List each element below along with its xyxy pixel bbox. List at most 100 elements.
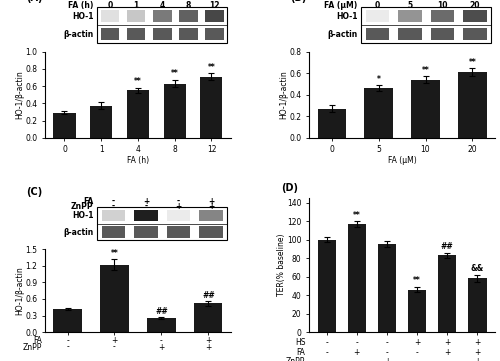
Bar — [102, 210, 125, 221]
Text: ZnPP: ZnPP — [22, 343, 42, 352]
Text: +: + — [205, 343, 212, 352]
Text: +: + — [208, 202, 214, 211]
Text: 8: 8 — [186, 1, 191, 10]
Text: **: ** — [134, 77, 142, 86]
Bar — [148, 318, 176, 332]
Text: +: + — [384, 357, 390, 361]
Bar — [199, 226, 222, 238]
Text: **: ** — [468, 58, 476, 67]
Bar — [398, 28, 421, 40]
Bar — [102, 226, 125, 238]
Text: 1: 1 — [134, 1, 138, 10]
Text: -: - — [356, 357, 358, 361]
Y-axis label: HO-1/β-actin: HO-1/β-actin — [15, 70, 24, 119]
Bar — [126, 28, 146, 40]
Y-axis label: HO-1/β-actin: HO-1/β-actin — [15, 266, 24, 315]
Text: -: - — [386, 338, 388, 347]
Bar — [378, 244, 396, 332]
Bar — [54, 309, 82, 332]
Bar — [97, 7, 227, 43]
Text: **: ** — [171, 69, 178, 78]
Text: -: - — [325, 348, 328, 357]
Bar — [90, 106, 112, 138]
Bar — [431, 10, 454, 22]
Bar — [438, 255, 456, 332]
Text: FA (h): FA (h) — [68, 1, 94, 10]
Y-axis label: HO-1/β-actin: HO-1/β-actin — [279, 70, 288, 119]
Bar — [364, 88, 392, 138]
Text: HS: HS — [295, 338, 306, 347]
Text: 12: 12 — [209, 1, 220, 10]
Bar — [205, 10, 224, 22]
Text: -: - — [112, 197, 115, 206]
Text: +: + — [354, 348, 360, 357]
Bar — [54, 113, 76, 138]
Text: +: + — [176, 202, 182, 211]
Text: 20: 20 — [470, 1, 480, 10]
Text: -: - — [356, 338, 358, 347]
Text: **: ** — [110, 249, 118, 258]
Text: +: + — [444, 338, 450, 347]
Text: ##: ## — [202, 291, 215, 300]
Text: 0: 0 — [375, 1, 380, 10]
Text: 10: 10 — [437, 1, 448, 10]
Text: *: * — [376, 75, 380, 84]
Bar — [361, 7, 492, 43]
Text: (A): (A) — [26, 0, 43, 3]
Text: FA: FA — [83, 197, 94, 206]
Text: +: + — [444, 348, 450, 357]
Bar — [464, 10, 486, 22]
Bar — [205, 28, 224, 40]
Text: **: ** — [208, 62, 216, 71]
Bar — [153, 10, 172, 22]
Text: +: + — [208, 197, 214, 206]
Text: -: - — [112, 202, 115, 211]
Bar — [458, 72, 486, 138]
Bar — [200, 77, 222, 138]
Text: -: - — [386, 348, 388, 357]
Bar — [126, 10, 146, 22]
Bar — [398, 10, 421, 22]
Text: +: + — [414, 338, 420, 347]
Text: FA: FA — [33, 336, 42, 345]
Bar — [100, 28, 119, 40]
Bar — [464, 28, 486, 40]
Bar — [100, 10, 119, 22]
Text: β-actin: β-actin — [63, 30, 94, 39]
Bar — [348, 224, 366, 332]
Bar — [366, 10, 389, 22]
Text: -: - — [325, 338, 328, 347]
Bar — [318, 109, 345, 138]
Bar — [164, 83, 186, 138]
Text: 4: 4 — [160, 1, 165, 10]
Bar — [134, 226, 158, 238]
Text: ZnPP: ZnPP — [286, 357, 306, 361]
Text: 5: 5 — [408, 1, 412, 10]
Bar — [166, 210, 190, 221]
Text: -: - — [446, 357, 448, 361]
Text: &&: && — [471, 264, 484, 273]
X-axis label: FA (h): FA (h) — [127, 156, 149, 165]
Text: -: - — [66, 343, 69, 352]
Text: HO-1: HO-1 — [72, 12, 94, 21]
Bar — [153, 28, 172, 40]
Y-axis label: TER(% baseline): TER(% baseline) — [276, 234, 285, 296]
Text: -: - — [416, 357, 418, 361]
Bar — [408, 290, 426, 332]
Text: β-actin: β-actin — [63, 227, 94, 236]
Text: ZnPP: ZnPP — [70, 202, 94, 211]
Bar — [431, 28, 454, 40]
Text: -: - — [177, 197, 180, 206]
Text: HO-1: HO-1 — [336, 12, 357, 21]
Text: ##: ## — [441, 242, 454, 251]
Text: +: + — [474, 357, 480, 361]
Text: **: ** — [422, 66, 430, 75]
Text: +: + — [158, 343, 164, 352]
Text: **: ** — [353, 211, 360, 220]
Text: -: - — [66, 336, 69, 345]
Bar — [127, 90, 149, 138]
Text: **: ** — [413, 277, 421, 286]
Text: +: + — [112, 336, 117, 345]
Bar — [318, 240, 336, 332]
Text: +: + — [474, 348, 480, 357]
